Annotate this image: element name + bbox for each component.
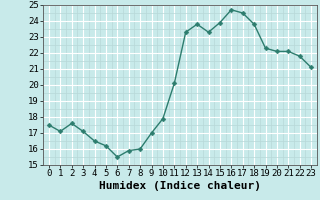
X-axis label: Humidex (Indice chaleur): Humidex (Indice chaleur) — [99, 181, 261, 191]
